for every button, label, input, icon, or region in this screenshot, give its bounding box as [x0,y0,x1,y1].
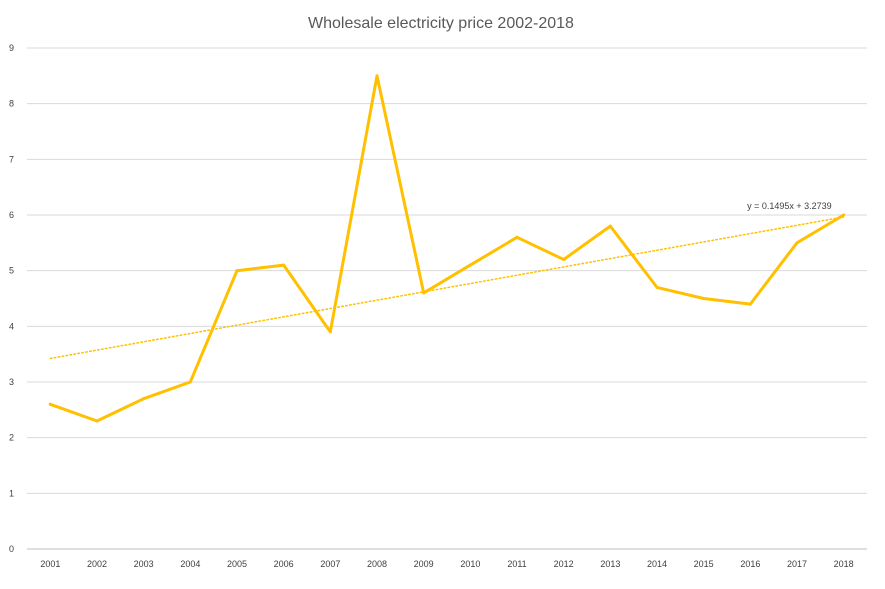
x-tick-label: 2002 [87,559,107,569]
y-tick-label: 6 [9,210,14,220]
data-point [422,291,426,295]
y-tick-label: 2 [9,433,14,443]
x-tick-label: 2010 [460,559,480,569]
y-axis-ticks: 0 1 2 3 4 5 6 7 8 9 [9,43,14,554]
trendline [49,216,845,360]
x-axis-ticks: 2001 2002 2003 2004 2005 2006 2007 2008 2009 2010… [40,559,853,569]
data-point [282,263,286,267]
data-point [142,397,146,401]
data-point [375,74,379,78]
x-tick-label: 2009 [414,559,434,569]
x-tick-label: 2005 [227,559,247,569]
data-point [515,235,519,239]
y-tick-label: 1 [9,488,14,498]
data-point [188,380,192,384]
series-line [48,74,846,423]
data-point [795,241,799,245]
x-tick-label: 2003 [134,559,154,569]
x-tick-label: 2011 [507,559,526,569]
y-tick-label: 9 [9,43,14,53]
x-tick-label: 2004 [180,559,200,569]
data-point [608,224,612,228]
x-tick-label: 2014 [647,559,667,569]
y-tick-label: 0 [9,544,14,554]
y-tick-label: 7 [9,154,14,164]
chart-title: Wholesale electricity price 2002-2018 [308,15,574,32]
data-point [95,419,99,423]
x-tick-label: 2007 [320,559,340,569]
data-point [328,330,332,334]
data-point [235,269,239,273]
x-tick-label: 2018 [834,559,854,569]
gridlines [27,47,867,550]
trendline-equation: y = 0.1495x + 3.2739 [747,201,832,211]
x-tick-label: 2006 [274,559,294,569]
y-tick-label: 3 [9,377,14,387]
data-point [748,302,752,306]
x-tick-label: 2008 [367,559,387,569]
x-tick-label: 2017 [787,559,807,569]
y-tick-label: 8 [9,99,14,109]
data-point [702,297,706,300]
x-tick-label: 2016 [740,559,760,569]
x-tick-label: 2015 [694,559,714,569]
data-point [562,258,566,262]
data-point [48,402,52,406]
data-point [468,263,472,267]
x-tick-label: 2013 [600,559,620,569]
data-point [655,285,659,289]
x-tick-label: 2012 [554,559,574,569]
data-point [842,213,846,217]
y-tick-label: 5 [9,266,14,276]
y-tick-label: 4 [9,321,14,331]
trendline-group [49,216,845,360]
series-group [48,74,846,423]
x-tick-label: 2001 [40,559,60,569]
